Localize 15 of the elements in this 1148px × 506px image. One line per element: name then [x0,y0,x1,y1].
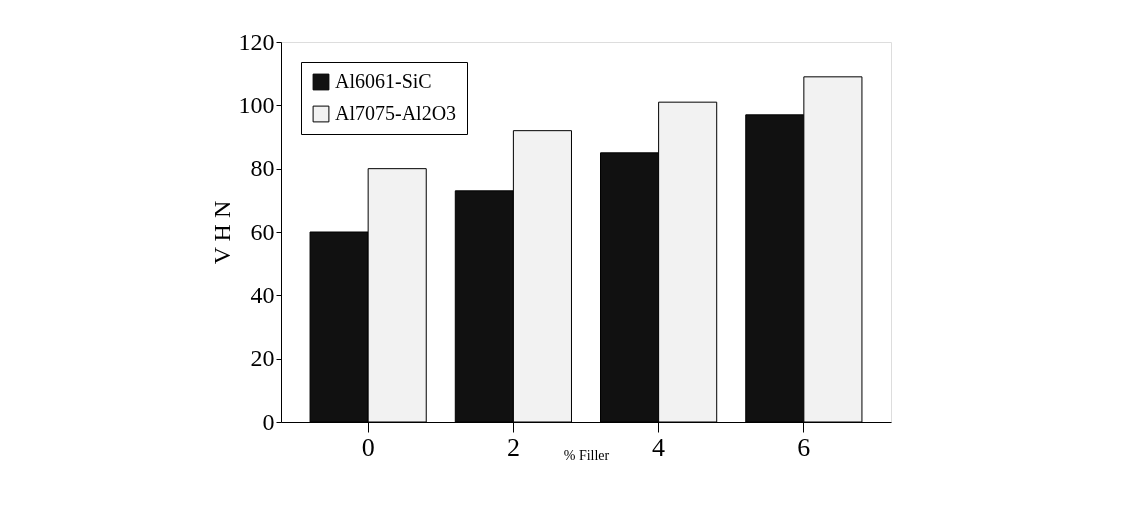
y-tick-label: 60 [250,218,275,245]
y-tick-label: 120 [238,28,275,55]
y-tick-label: 40 [250,281,275,308]
y-tick-label: 0 [262,408,275,435]
x-tick-label: 4 [652,432,666,462]
x-tick-label: 2 [506,432,520,462]
x-axis-title: % Filler [563,447,610,463]
y-tick-label: 20 [250,345,275,372]
y-tick-label: 100 [238,91,275,118]
x-tick-label: 0 [361,432,375,462]
y-tick-label: 80 [250,155,275,182]
x-tick-label: 6 [797,432,811,462]
y-axis-title: V H N [208,200,235,265]
legend-label: Al6061-SiC [335,70,432,92]
legend-label: Al7075-Al2O3 [335,102,457,124]
